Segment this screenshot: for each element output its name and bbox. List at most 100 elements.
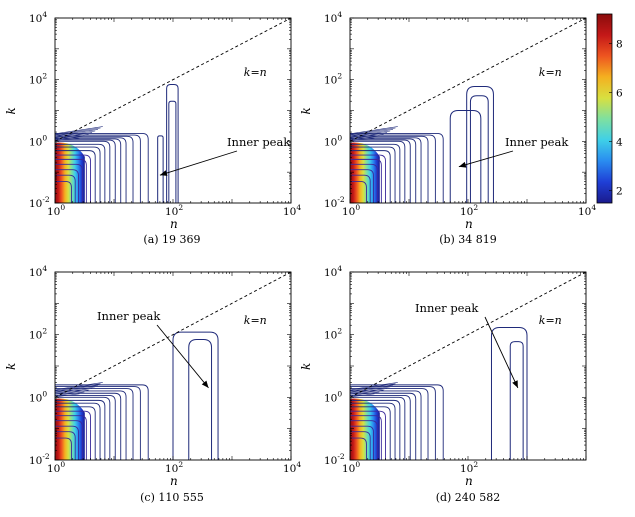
contour-line <box>350 399 401 460</box>
annotation-arrowhead <box>458 161 467 168</box>
inner-peak-contour <box>168 100 177 203</box>
contour-line <box>55 126 103 135</box>
contour-line <box>350 391 380 396</box>
y-tick-label: 102 <box>29 327 47 342</box>
contour-line <box>350 150 391 203</box>
contour-line <box>55 180 72 203</box>
colorbar-scale <box>596 13 613 204</box>
x-tick-label: 104 <box>283 203 301 218</box>
contour-line <box>350 134 436 203</box>
panel-caption: (a) 19 369 <box>143 233 200 246</box>
x-tick-label: 100 <box>342 203 360 218</box>
contour-line <box>55 393 80 398</box>
contour-line <box>55 133 89 139</box>
y-tick-label: 100 <box>324 389 342 404</box>
contour-line <box>350 127 396 135</box>
contour-line <box>350 180 367 203</box>
x-axis-label: n <box>465 217 473 231</box>
y-tick-label: 10-2 <box>324 195 345 210</box>
contour-line <box>350 158 382 203</box>
contour-line <box>55 150 96 203</box>
contour-line <box>350 420 378 460</box>
contour-line <box>55 410 91 460</box>
y-tick-label: 104 <box>29 10 47 25</box>
contour-line <box>55 146 101 203</box>
contour-line <box>350 384 444 460</box>
contour-line <box>55 399 106 460</box>
reference-line-label: k=n <box>244 314 267 327</box>
heat-fill <box>55 142 85 203</box>
contour-line <box>350 385 394 392</box>
contour-line <box>350 392 417 460</box>
inner-peak-contour <box>188 339 213 460</box>
y-tick-label: 100 <box>324 133 342 148</box>
contour-line <box>350 133 384 139</box>
contour-line <box>55 396 111 460</box>
contour-line <box>350 135 380 140</box>
contour-line <box>55 386 141 460</box>
inner-peak-annotation: Inner peak <box>97 309 161 323</box>
contour-line <box>350 140 406 203</box>
colorbar-tick-label: 2 <box>616 186 623 198</box>
contour-line <box>55 169 79 203</box>
contour-line <box>55 437 72 460</box>
x-tick-label: 100 <box>342 460 360 475</box>
contour-line <box>55 390 127 460</box>
contour-line <box>55 425 79 460</box>
contour-line <box>350 425 374 460</box>
contour-line <box>55 385 99 392</box>
contour-line <box>55 386 96 393</box>
contour-line <box>350 415 382 460</box>
colorbar-tick-label: 8 <box>616 38 623 50</box>
contour-line <box>350 137 375 142</box>
contour-line <box>350 154 386 203</box>
contour-line <box>55 431 76 460</box>
contour-line <box>55 154 91 203</box>
contour-line <box>55 406 96 460</box>
inner-peak-annotation: Inner peak <box>227 135 291 149</box>
contour-line <box>350 410 386 460</box>
contour-line <box>350 143 401 203</box>
x-axis-label: n <box>465 474 473 488</box>
contour-line <box>350 138 417 203</box>
y-axis-label: k <box>299 107 313 114</box>
contour-line <box>350 130 391 137</box>
contour-line <box>350 382 398 390</box>
panel-caption: (c) 110 555 <box>140 491 204 504</box>
contour-line <box>55 130 96 137</box>
contour-line <box>55 135 85 140</box>
reference-line-label: k=n <box>244 66 267 79</box>
colorbar-tick-label: 4 <box>616 137 623 149</box>
contour-line <box>55 384 149 460</box>
contour-line <box>350 135 429 203</box>
contour-line <box>350 388 429 460</box>
contour-line <box>55 133 149 203</box>
annotation-arrow <box>458 150 514 168</box>
contour-line <box>350 386 436 460</box>
reference-line <box>55 18 291 142</box>
contour-line <box>350 129 394 136</box>
inner-peak-contour <box>449 110 482 203</box>
x-tick-label: 104 <box>578 203 596 218</box>
inner-peak-annotation: Inner peak <box>415 301 479 315</box>
contour-line <box>350 137 422 203</box>
contour-line <box>350 406 391 460</box>
contour-line <box>55 132 93 138</box>
contour-line <box>55 392 122 460</box>
inner-peak-contour <box>509 341 524 460</box>
reference-line <box>55 272 291 398</box>
inner-peak-contour <box>157 135 164 203</box>
inner-peak-contour <box>466 86 494 203</box>
annotation-arrow <box>156 324 209 389</box>
contour-line <box>350 169 374 203</box>
contour-line <box>350 126 398 135</box>
contour-line <box>55 391 85 396</box>
contour-line <box>55 143 106 203</box>
reference-line-label: k=n <box>539 314 562 327</box>
contour-line <box>350 402 396 460</box>
annotation-arrowhead <box>159 170 168 176</box>
contour-line <box>55 158 87 203</box>
